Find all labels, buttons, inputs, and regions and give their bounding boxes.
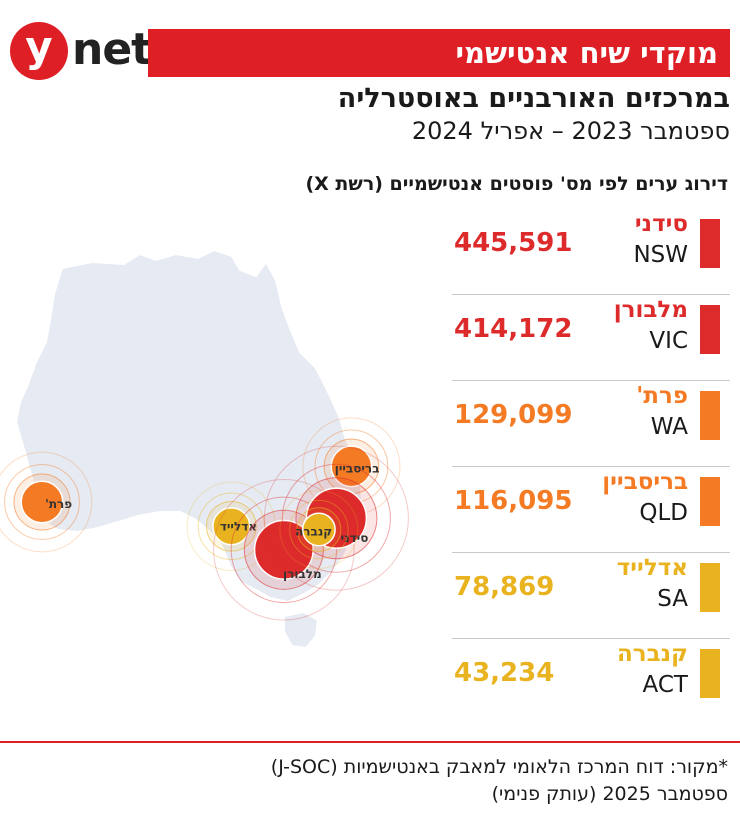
marker-dot	[330, 445, 373, 488]
mainland-shape	[14, 250, 364, 604]
city-color-bar	[700, 649, 720, 698]
post-count: 78,869	[454, 572, 555, 602]
marker-dot	[253, 519, 314, 580]
page-title: מוקדי שיח אנטישמי	[455, 36, 718, 70]
row-divider	[452, 552, 730, 553]
marker-ring	[197, 492, 265, 560]
city-color-bar	[700, 219, 720, 268]
marker-ring	[263, 445, 409, 591]
row-divider	[452, 466, 730, 467]
city-name: פרת'	[636, 383, 688, 409]
city-markers: פרת' בריסביין אדלייד מלבורן סידני קנברה	[0, 417, 409, 621]
city-marker: אדלייד	[186, 481, 277, 571]
source-date: ספטמבר 2025 (עותק פנימי)	[491, 783, 728, 805]
marker-ring	[281, 463, 391, 573]
post-count: 43,234	[454, 658, 555, 688]
city-color-bar	[700, 477, 720, 526]
marker-dot	[301, 512, 336, 547]
city-name: אדלייד	[616, 555, 688, 581]
marker-ring	[279, 490, 359, 569]
city-name: סידני	[634, 211, 688, 237]
city-color-bar	[700, 563, 720, 612]
state-code: WA	[650, 414, 688, 440]
source-note: *מקור: דוח המרכז הלאומי למאבק באנטישמיות…	[270, 756, 728, 778]
row-divider	[452, 638, 730, 639]
ranking-row: קנברה ACT 43,234	[452, 639, 730, 725]
tasmania-shape	[283, 610, 320, 650]
marker-ring	[213, 479, 355, 621]
marker-label: בריסביין	[335, 461, 380, 475]
marker-ring	[0, 451, 93, 553]
ranking-row: מלבורן VIC 414,172	[452, 295, 730, 381]
marker-dot	[20, 480, 64, 524]
ranking-row: פרת' WA 129,099	[452, 381, 730, 467]
row-divider	[452, 294, 730, 295]
post-count: 414,172	[454, 314, 573, 344]
city-marker: פרת'	[0, 451, 93, 553]
marker-label: פרת'	[45, 497, 72, 511]
state-code: VIC	[649, 328, 688, 354]
marker-label: קנברה	[295, 525, 332, 539]
post-count: 445,591	[454, 228, 573, 258]
ranking-row: אדלייד SA 78,869	[452, 553, 730, 639]
date-range: ספטמבר 2023 – אפריל 2024	[411, 117, 730, 145]
marker-label: אדלייד	[220, 519, 257, 533]
logo-letter: y	[10, 22, 68, 80]
city-color-bar	[700, 305, 720, 354]
ranking-row: סידני NSW 445,591	[452, 209, 730, 295]
title-bar: מוקדי שיח אנטישמי	[148, 29, 730, 77]
post-count: 116,095	[454, 486, 573, 516]
city-color-bar	[700, 391, 720, 440]
row-divider	[452, 380, 730, 381]
footer-divider	[0, 741, 740, 743]
city-marker: קנברה	[279, 490, 359, 569]
subtitle: במרכזים האורבניים באוסטרליה	[337, 83, 730, 114]
city-name: בריסביין	[602, 469, 688, 495]
ranking-label: דירוג ערים לפי מס' פוסטים אנטישמיים (רשת…	[305, 173, 728, 195]
marker-ring	[289, 499, 349, 560]
marker-label: סידני	[341, 531, 369, 545]
australia-map: פרת' בריסביין אדלייד מלבורן סידני קנברה	[0, 250, 409, 650]
ranking-row: בריסביין QLD 116,095	[452, 467, 730, 553]
post-count: 129,099	[454, 400, 573, 430]
city-name: מלבורן	[613, 297, 688, 323]
land-shapes	[14, 250, 364, 650]
logo-word: net	[72, 24, 152, 75]
state-code: NSW	[633, 242, 688, 268]
city-name: קנברה	[616, 641, 688, 667]
state-code: ACT	[642, 672, 688, 698]
state-code: SA	[657, 586, 688, 612]
ynet-logo: y net	[10, 22, 152, 82]
marker-label: מלבורן	[283, 567, 322, 581]
state-code: QLD	[639, 500, 688, 526]
marker-ring	[4, 464, 80, 540]
marker-ring	[230, 496, 338, 603]
marker-dot	[212, 507, 251, 546]
